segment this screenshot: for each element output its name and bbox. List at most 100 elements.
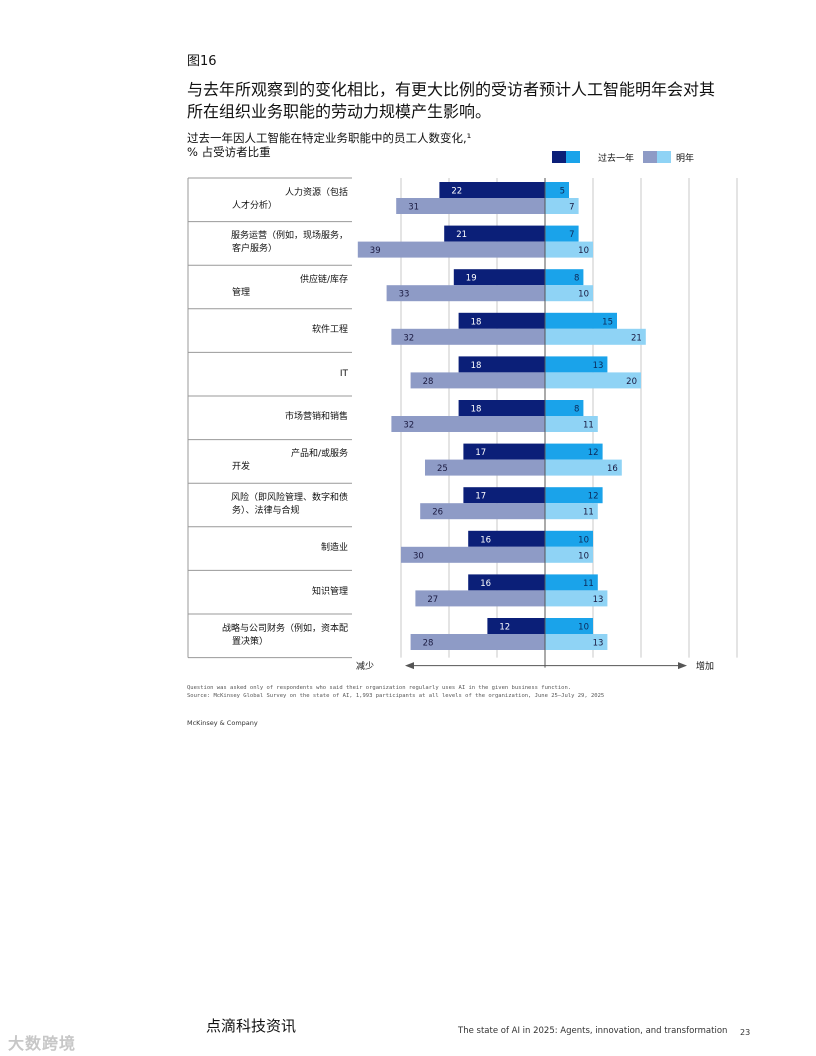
category-label: 服务运营（例如，现场服务， 客户服务） (196, 230, 348, 256)
category-label-line: 知识管理 (311, 586, 348, 597)
bar-next-decrease (391, 416, 545, 432)
category-label-line: 人才分析） (232, 200, 278, 211)
bar-past-decrease (487, 618, 545, 634)
bar-past-increase (545, 487, 603, 504)
bar-past-decrease-label: 18 (471, 317, 482, 327)
bar-next-decrease (415, 590, 545, 607)
category-label: IT (196, 368, 348, 381)
category-label-line: 服务运营（例如，现场服务， (230, 231, 348, 242)
bar-past-increase-label: 12 (588, 448, 599, 458)
category-label-line: 客户服务） (232, 244, 278, 255)
legend-past-year: 过去一年 (552, 150, 634, 164)
category-label-line: 置决策） (232, 636, 269, 647)
bar-next-decrease-label: 25 (437, 464, 448, 474)
bar-past-decrease-label: 19 (466, 274, 477, 284)
legend-next-year: 明年 (643, 150, 694, 164)
bar-past-decrease-label: 16 (480, 579, 491, 589)
bar-past-increase (545, 618, 593, 634)
category-label-line: 战略与公司财务（例如，资本配 (221, 623, 348, 634)
bar-next-increase-label: 7 (569, 203, 574, 213)
category-label: 产品和/或服务 开发 (196, 448, 348, 474)
bar-past-decrease (458, 356, 545, 373)
bar-past-increase-label: 11 (583, 579, 594, 589)
bar-next-decrease (410, 634, 545, 650)
bar-next-decrease-label: 33 (399, 290, 410, 300)
workforce-change-chart: 22 5 31 7 21 7 39 10 19 8 33 10 18 15 32 21 18 13 28 20 18 8 3… (187, 177, 738, 672)
bar-past-increase-label: 8 (574, 274, 579, 284)
legend-swatch-past-increase (566, 151, 580, 163)
bar-next-decrease (425, 459, 545, 476)
bar-past-increase-label: 15 (602, 317, 613, 327)
bar-next-increase-label: 10 (578, 246, 589, 256)
bar-past-decrease-label: 18 (471, 361, 482, 371)
footnote-question: Question was asked only of respondents w… (187, 685, 572, 691)
bar-past-increase-label: 10 (578, 623, 589, 633)
bar-next-decrease-label: 39 (370, 246, 381, 256)
bar-past-increase (545, 312, 617, 329)
category-label: 软件工程 (196, 324, 348, 337)
axis-label-increase: 增加 (696, 660, 714, 672)
bar-next-increase (545, 198, 579, 214)
bar-next-decrease-label: 28 (423, 377, 434, 387)
bar-past-increase-label: 5 (560, 187, 565, 197)
legend-label-next-year: 明年 (676, 153, 695, 164)
legend-swatch-next-increase (657, 151, 671, 163)
bar-next-increase-label: 13 (593, 595, 604, 605)
bar-past-increase (545, 182, 569, 198)
bar-next-decrease (396, 198, 545, 214)
category-label: 制造业 (196, 542, 348, 555)
category-label: 风险（即风险管理、数字和债 务）、法律与合规 (196, 492, 348, 518)
bar-next-increase (545, 241, 593, 258)
category-label: 人力资源（包括 人才分析） (196, 187, 348, 213)
bar-past-increase-label: 13 (593, 361, 604, 371)
bar-next-decrease-label: 31 (408, 203, 419, 213)
bar-past-increase (545, 356, 608, 373)
bar-next-decrease-label: 32 (403, 421, 414, 431)
company-name: McKinsey & Company (187, 719, 258, 727)
category-label: 供应链/库存 管理 (196, 274, 348, 300)
arrow-right-icon (678, 662, 687, 670)
page-number: 23 (740, 1028, 751, 1037)
axis-label-decrease: 减少 (356, 660, 374, 672)
bar-next-increase (545, 634, 608, 650)
bar-next-increase-label: 21 (631, 333, 642, 343)
legend-label-past-year: 过去一年 (598, 153, 635, 164)
category-label-line: 务）、法律与合规 (232, 506, 300, 516)
category-label-line: 供应链/库存 (299, 275, 348, 285)
category-label: 市场营销和销售 (196, 411, 348, 424)
bar-past-decrease-label: 17 (475, 448, 486, 458)
category-label: 战略与公司财务（例如，资本配置决策） (196, 623, 348, 649)
bar-past-increase (545, 269, 584, 286)
bar-next-increase-label: 10 (578, 551, 589, 561)
bar-past-decrease (439, 182, 545, 198)
bar-past-increase-label: 7 (569, 230, 574, 240)
bar-past-decrease-label: 17 (475, 492, 486, 502)
chart-subtitle: 过去一年因人工智能在特定业务职能中的员工人数变化,¹ (187, 131, 472, 145)
bar-past-decrease (444, 225, 545, 242)
bar-next-decrease (420, 503, 545, 520)
bar-past-decrease (468, 574, 545, 591)
bar-next-decrease-label: 26 (432, 508, 443, 518)
bar-past-increase-label: 8 (574, 405, 579, 415)
bar-next-decrease-label: 28 (423, 639, 434, 649)
bar-past-increase-label: 12 (588, 492, 599, 502)
chart-headline: 与去年所观察到的变化相比，有更大比例的受访者预计人工智能明年会对其所在组织业务职… (187, 80, 716, 121)
bar-past-decrease-label: 16 (480, 535, 491, 545)
bar-next-increase-label: 11 (583, 508, 594, 518)
legend-swatch-past-decrease (552, 151, 566, 163)
arrow-left-icon (405, 662, 414, 670)
bar-next-increase-label: 13 (593, 639, 604, 649)
bar-next-decrease-label: 30 (413, 551, 424, 561)
bar-past-decrease-label: 21 (456, 230, 467, 240)
bar-next-increase (545, 285, 593, 302)
category-label: 知识管理 (196, 586, 348, 599)
bar-next-decrease (410, 372, 545, 389)
footer-report-title: The state of AI in 2025: Agents, innovat… (458, 1026, 728, 1036)
bar-past-decrease (458, 400, 545, 416)
bar-next-increase (545, 328, 646, 345)
bar-past-decrease (458, 312, 545, 329)
bar-past-decrease (463, 443, 545, 460)
bar-next-increase (545, 590, 608, 607)
bar-next-increase-label: 20 (626, 377, 637, 387)
bar-past-increase (545, 443, 603, 460)
